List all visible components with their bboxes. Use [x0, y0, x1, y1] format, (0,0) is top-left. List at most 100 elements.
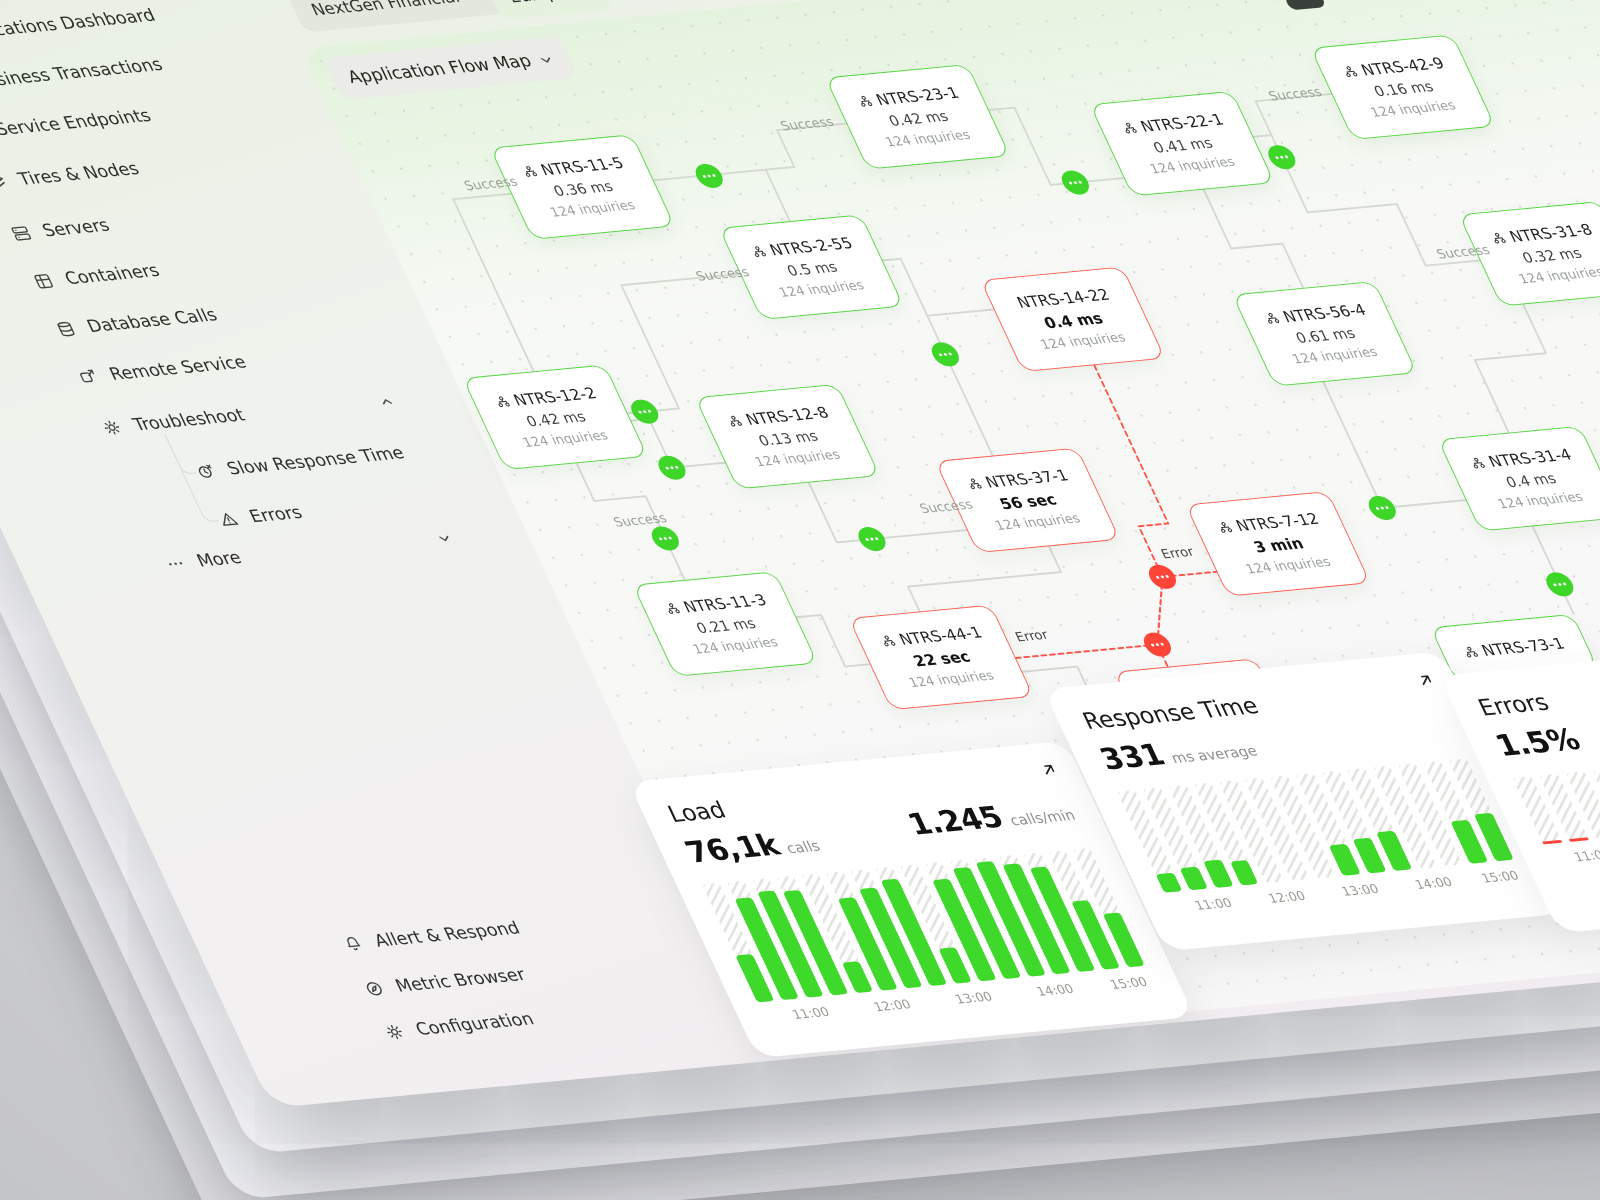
node-name: NTRS-44-1 — [878, 623, 985, 650]
sidebar-item-remote-service[interactable]: Remote Service — [75, 352, 250, 387]
node-name: NTRS-11-3 — [662, 590, 769, 617]
node-ntrs-31-8[interactable]: NTRS-31-8 0.32 ms 124 inquiries — [1458, 201, 1600, 307]
sidebar-item-applications-dashboard[interactable]: Applications Dashboard — [0, 6, 159, 47]
node-ntrs-23-1[interactable]: NTRS-23-1 0.42 ms 124 inquiries — [824, 64, 1011, 170]
x-tick: 13:00 — [952, 990, 996, 1008]
sidebar-chevron-down-icon[interactable] — [436, 533, 453, 543]
sidebar-item-business-transactions[interactable]: Business Transactions — [0, 55, 166, 95]
bell-icon — [340, 934, 366, 953]
sidebar-item-containers[interactable]: Containers — [30, 261, 163, 292]
sidebar-item-label: Troubleshoot — [129, 405, 249, 436]
service-tree-icon — [966, 477, 984, 490]
sidebar-item-label: Allert & Respond — [371, 918, 524, 952]
service-tree-icon — [750, 244, 768, 257]
expand-arrow-icon[interactable] — [1414, 672, 1437, 689]
node-latency: 3 min — [1250, 534, 1307, 557]
chevron-down-icon — [535, 49, 556, 69]
node-inquiries: 124 inquiries — [776, 277, 867, 301]
node-name: NTRS-2-55 — [748, 233, 855, 260]
error-edge-label: Error — [1158, 544, 1197, 563]
sidebar-item-label: More — [193, 547, 245, 572]
service-tree-icon — [1462, 645, 1480, 658]
sidebar-item-label: Servers — [39, 215, 114, 241]
region-selector-dropdown[interactable]: Europe — [483, 0, 615, 20]
node-latency: 56 sec — [996, 490, 1060, 514]
node-ntrs-31-4[interactable]: NTRS-31-4 0.4 ms 124 inquiries — [1437, 425, 1600, 532]
node-latency: 0.13 ms — [755, 426, 821, 449]
sidebar-item-troubleshoot[interactable]: Troubleshoot — [98, 405, 248, 438]
node-ntrs-42-9[interactable]: NTRS-42-9 0.16 ms 124 inquiries — [1310, 34, 1496, 140]
node-name: NTRS-37-1 — [964, 466, 1071, 493]
remote-service-icon — [75, 367, 101, 386]
sidebar-item-configuration[interactable]: Configuration — [381, 1009, 537, 1042]
sidebar-item-service-endpoints[interactable]: Service Endpoints — [0, 106, 154, 143]
node-ntrs-22-1[interactable]: NTRS-22-1 0.41 ms 124 inquiries — [1089, 90, 1275, 197]
node-ntrs-2-55[interactable]: NTRS-2-55 0.5 ms 124 inquiries — [718, 214, 905, 320]
node-name: NTRS-31-4 — [1467, 445, 1574, 472]
x-tick: 15:00 — [1108, 975, 1151, 993]
sidebar-item-tires-nodes[interactable]: Tires & Nodes — [0, 159, 143, 193]
node-ntrs-44-1[interactable]: NTRS-44-1 22 sec 124 inquiries — [848, 604, 1034, 711]
sidebar-chevron-up-icon[interactable] — [378, 396, 395, 406]
load-total: 76,1k — [679, 828, 786, 870]
metric-browser-icon — [361, 979, 387, 998]
card-title: Load — [663, 796, 731, 828]
service-tree-icon — [1216, 521, 1234, 534]
node-ntrs-12-8[interactable]: NTRS-12-8 0.13 ms 124 inquiries — [694, 383, 881, 490]
node-latency: 0.41 ms — [1150, 134, 1216, 157]
node-latency: 0.61 ms — [1292, 324, 1358, 347]
chevron-down-icon — [572, 0, 592, 1]
servers-icon — [8, 224, 34, 243]
sidebar-item-servers[interactable]: Servers — [8, 216, 113, 244]
sidebar-item-label: Remote Service — [106, 352, 250, 385]
x-tick: 11:00 — [1571, 847, 1600, 866]
sidebar-item-label: Metric Browser — [392, 964, 530, 997]
sidebar-item-label: Containers — [61, 260, 163, 289]
sidebar-item-allert-respond[interactable]: Allert & Respond — [340, 918, 524, 954]
node-name: NTRS-23-1 — [855, 83, 962, 110]
service-tree-icon — [1489, 231, 1507, 244]
node-name: NTRS-14-22 — [1013, 285, 1113, 312]
node-inquiries: 124 inquiries — [1516, 264, 1600, 287]
response-time-avg: 331 — [1094, 738, 1171, 777]
node-ntrs-37-1[interactable]: NTRS-37-1 56 sec 124 inquiries — [934, 447, 1121, 554]
sidebar-item-metric-browser[interactable]: Metric Browser — [361, 965, 529, 999]
node-inquiries: 124 inquiries — [1147, 153, 1238, 177]
region-selector-label: Europe — [506, 0, 571, 7]
node-ntrs-56-4[interactable]: NTRS-56-4 0.61 ms 124 inquiries — [1231, 281, 1418, 387]
x-tick: 12:00 — [871, 997, 914, 1016]
node-ntrs-12-2[interactable]: NTRS-12-2 0.42 ms 124 inquiries — [462, 364, 648, 471]
node-inquiries: 124 inquiries — [547, 197, 638, 220]
node-ntrs-7-12[interactable]: NTRS-7-12 3 min 124 inquiries — [1185, 491, 1371, 597]
node-inquiries: 124 inquiries — [520, 427, 611, 451]
org-selector-label: NextGen Financial — [308, 0, 464, 21]
node-inquiries: 124 inquiries — [752, 446, 843, 470]
sidebar-item-label: Tires & Nodes — [15, 158, 143, 190]
node-inquiries: 124 inquiries — [1037, 330, 1129, 353]
sidebar-item-label: Errors — [246, 502, 306, 527]
expand-arrow-icon[interactable] — [1037, 761, 1060, 778]
sidebar-item-more[interactable]: More — [162, 548, 245, 574]
x-tick: 14:00 — [1034, 982, 1077, 1000]
sidebar-item-errors[interactable]: Errors — [215, 503, 306, 530]
x-tick: 11:00 — [1192, 896, 1235, 914]
containers-icon — [31, 272, 57, 291]
view-mode-dropdown[interactable]: Application Flow Map — [321, 35, 580, 101]
node-ntrs-73-1[interactable]: NTRS-73-1 — [1430, 613, 1598, 681]
node-ntrs-11-3[interactable]: NTRS-11-3 0.21 ms 124 inquiries — [632, 571, 818, 677]
node-latency: 0.21 ms — [693, 614, 759, 637]
sidebar-item-slow-response-time[interactable]: Slow Response Time — [192, 443, 408, 482]
sidebar-item-database-calls[interactable]: Database Calls — [52, 305, 221, 339]
node-inquiries: 124 inquiries — [882, 127, 973, 150]
topbar-chip-cropped[interactable] — [605, 0, 743, 7]
card-title: Errors — [1473, 688, 1554, 722]
x-tick: 15:00 — [1479, 869, 1522, 887]
node-inquiries: 124 inquiries — [1289, 344, 1380, 367]
node-ntrs-11-5[interactable]: NTRS-11-5 0.36 ms 124 inquiries — [489, 134, 676, 240]
node-name: NTRS-22-1 — [1119, 110, 1226, 137]
node-inquiries: 124 inquiries — [1495, 488, 1586, 512]
sidebar-item-label: Business Transactions — [0, 54, 167, 92]
service-tree-icon — [493, 395, 511, 408]
org-selector-dropdown[interactable]: NextGen Financial — [286, 0, 507, 33]
